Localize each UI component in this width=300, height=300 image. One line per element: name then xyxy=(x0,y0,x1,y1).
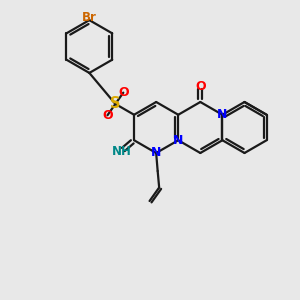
Text: O: O xyxy=(195,80,206,93)
Text: S: S xyxy=(110,96,121,111)
Text: O: O xyxy=(102,109,113,122)
Text: N: N xyxy=(217,108,228,121)
Text: NH: NH xyxy=(112,145,131,158)
Text: N: N xyxy=(173,134,183,147)
Text: O: O xyxy=(118,86,129,99)
Text: Br: Br xyxy=(82,11,97,24)
Text: N: N xyxy=(151,146,161,160)
